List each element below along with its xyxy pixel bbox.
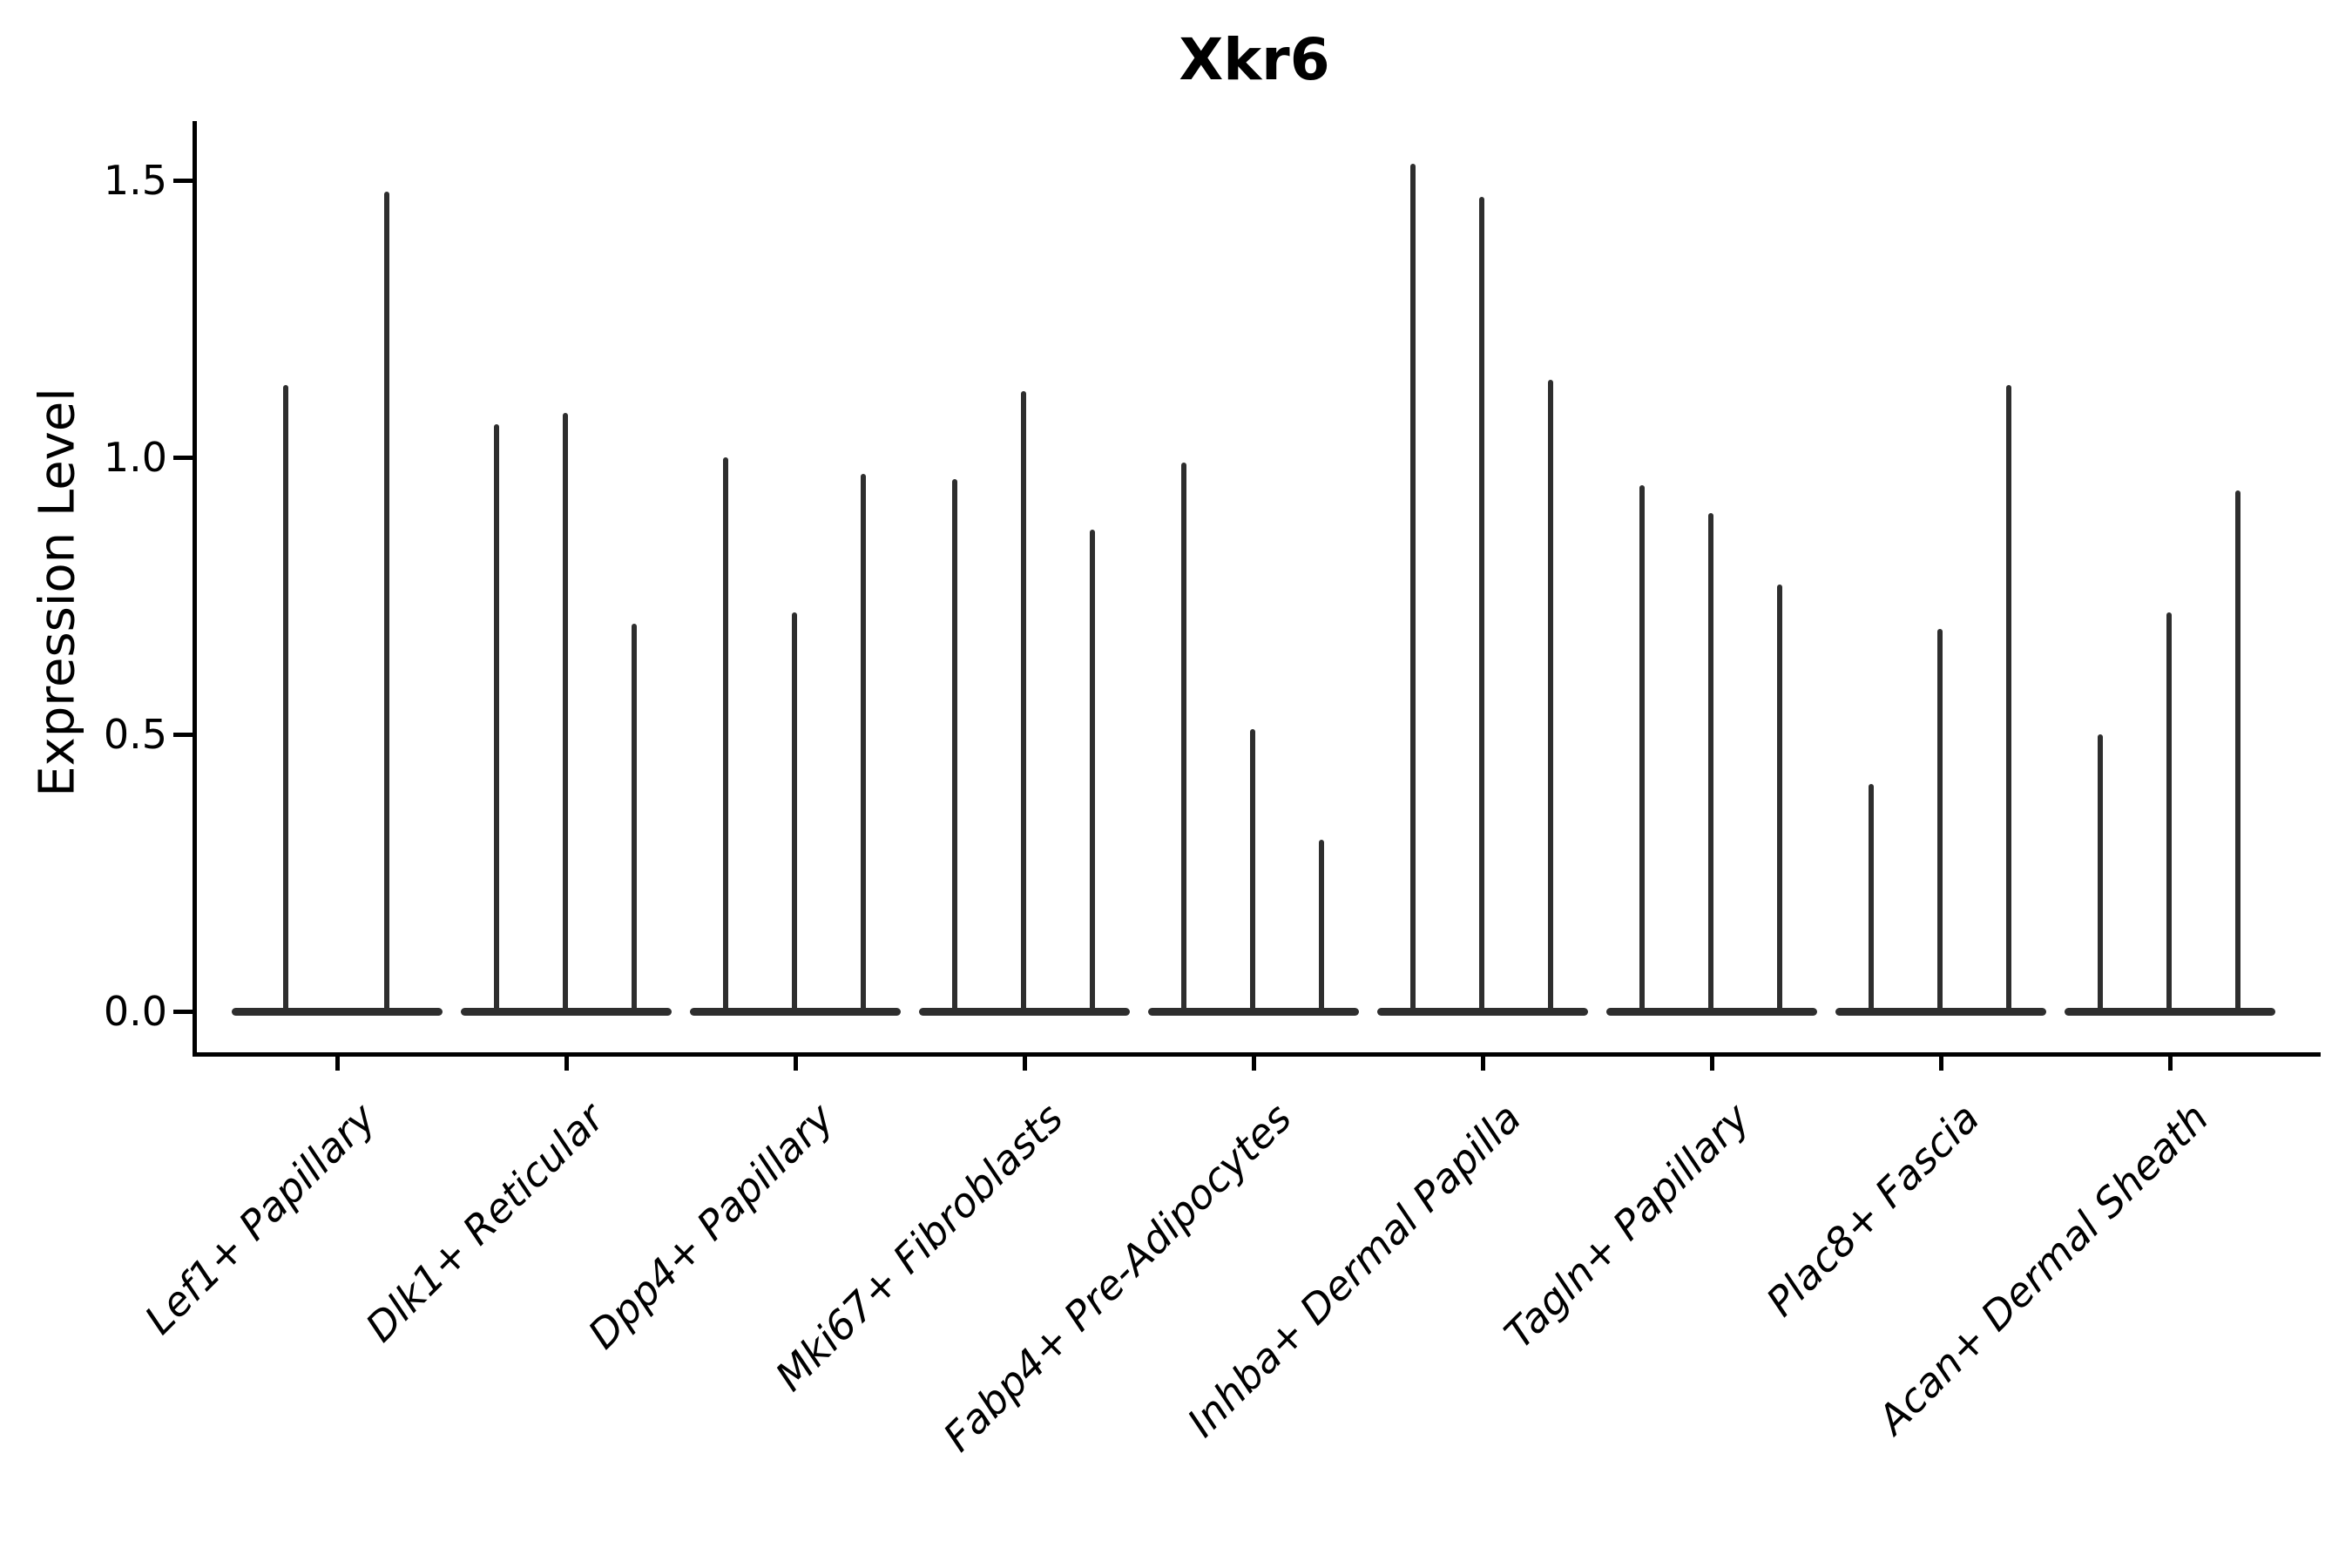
violin-baseline (1606, 1007, 1817, 1016)
violin-spike (494, 424, 499, 1011)
violin-spike (283, 385, 288, 1011)
violin-baseline (1835, 1007, 2046, 1016)
y-tick (173, 1009, 193, 1014)
y-tick (173, 732, 193, 737)
violin-spike (2235, 490, 2240, 1011)
violin-spike (2098, 734, 2103, 1011)
violin-spike (1869, 784, 1874, 1011)
violin-baseline (232, 1007, 443, 1016)
violin-baseline (1148, 1007, 1359, 1016)
x-tick-label: Dpp4+ Papillary (578, 1094, 843, 1358)
x-axis-spine (193, 1052, 2321, 1057)
violin-spike (1181, 463, 1186, 1011)
violin-baseline (2065, 1007, 2275, 1016)
violin-spike (1021, 391, 1026, 1011)
violin-spike (1410, 164, 1416, 1011)
x-tick (1022, 1057, 1027, 1071)
violin-spike (792, 612, 797, 1011)
x-tick (564, 1057, 569, 1071)
y-tick-label: 1.0 (103, 434, 167, 481)
violin-spike (384, 192, 389, 1011)
x-tick-label: Plac8+ Fascia (1756, 1094, 1989, 1326)
plot-title: Xkr6 (1179, 26, 1330, 93)
x-tick (1938, 1057, 1943, 1071)
violin-spike (2166, 612, 2172, 1011)
violin-spike (1708, 513, 1713, 1011)
violin-baseline (919, 1007, 1130, 1016)
violin-spike (861, 474, 866, 1011)
x-tick (1709, 1057, 1714, 1071)
x-tick (793, 1057, 798, 1071)
violin-spike (1548, 380, 1553, 1011)
x-tick-label: Tagln+ Papillary (1495, 1094, 1760, 1358)
y-tick-label: 1.5 (103, 157, 167, 204)
violin-spike (1777, 585, 1782, 1011)
y-tick-label: 0.0 (103, 988, 167, 1035)
violin-baseline (1377, 1007, 1588, 1016)
y-tick (173, 455, 193, 460)
y-tick-label: 0.5 (103, 711, 167, 758)
violin-baseline (690, 1007, 901, 1016)
y-tick (173, 178, 193, 183)
violin-spike (1479, 197, 1484, 1011)
y-axis-spine (193, 121, 197, 1057)
violin-spike (1250, 729, 1255, 1011)
violin-spike (563, 413, 568, 1011)
violin-spike (1937, 629, 1943, 1011)
x-tick-label: Dlk1+ Reticular (356, 1094, 614, 1351)
violin-spike (723, 457, 728, 1011)
violin-baseline (461, 1007, 672, 1016)
violin-spike (1639, 485, 1645, 1011)
x-tick (1251, 1057, 1256, 1071)
x-tick-label: Lef1+ Papillary (135, 1094, 385, 1343)
x-tick (2167, 1057, 2173, 1071)
violin-spike (1090, 530, 1095, 1011)
violin-spike (2006, 385, 2011, 1011)
x-tick (1480, 1057, 1485, 1071)
violin-spike (952, 479, 957, 1011)
violin-spike (1319, 840, 1324, 1011)
x-tick (335, 1057, 340, 1071)
violin-spike (632, 624, 637, 1011)
